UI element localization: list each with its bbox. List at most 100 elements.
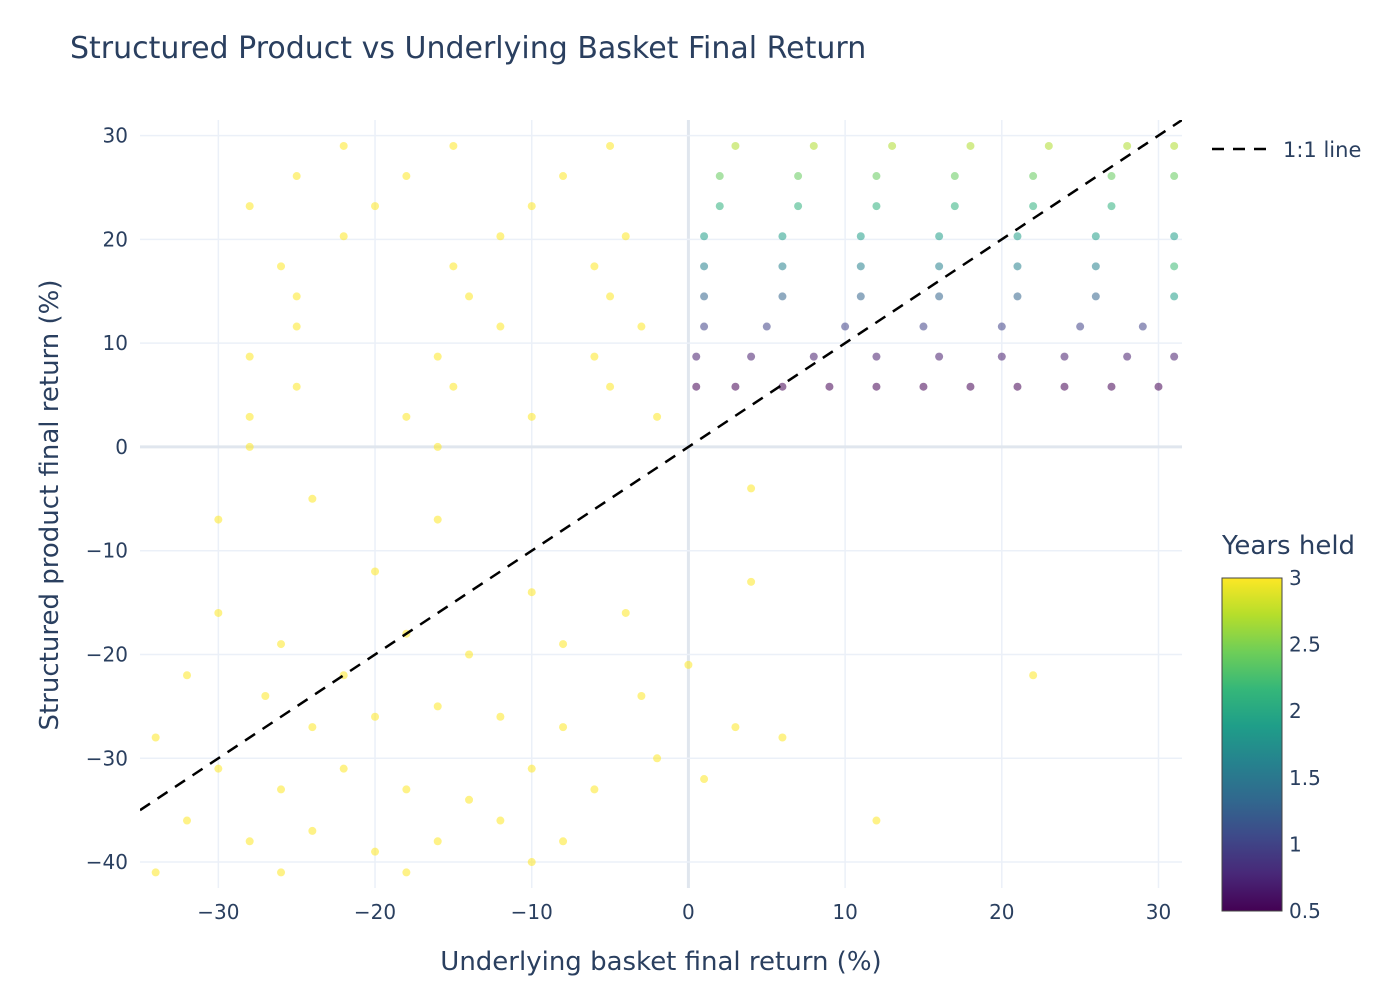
scatter-point [919, 322, 928, 331]
scatter-point [214, 112, 222, 120]
scatter-point [433, 442, 442, 451]
y-tick-label: 20 [103, 227, 128, 251]
scatter-point [449, 382, 458, 391]
scatter-point [825, 382, 834, 391]
legend[interactable]: 1:1 line [1212, 138, 1361, 162]
scatter-point [935, 262, 944, 271]
scatter-point [183, 671, 192, 680]
scatter-point [731, 723, 740, 732]
scatter-point [1123, 352, 1132, 361]
scatter-point [1029, 671, 1038, 680]
scatter-point [700, 232, 709, 241]
y-tick-label: −30 [86, 746, 128, 770]
scatter-point [1091, 232, 1100, 241]
scatter-point [1076, 322, 1085, 331]
scatter-point [1013, 232, 1022, 241]
scatter-point [151, 733, 160, 742]
scatter-point [292, 382, 301, 391]
y-axis-title: Structured product final return (%) [35, 279, 65, 730]
colorbar-tick-label: 2 [1289, 699, 1302, 723]
scatter-point [528, 112, 536, 120]
x-axis-title: Underlying basket final return (%) [440, 947, 881, 977]
scatter-point [559, 837, 568, 846]
scatter-point [872, 382, 881, 391]
scatter-point [1013, 292, 1022, 301]
x-tick-label: −30 [197, 900, 239, 924]
scatter-point [1107, 202, 1116, 211]
scatter-point [872, 202, 881, 211]
scatter-point [1170, 172, 1179, 181]
scatter-point [809, 352, 818, 361]
scatter-point [590, 785, 599, 794]
scatter-point [606, 292, 615, 301]
y-tick-label: 30 [103, 124, 128, 148]
scatter-point [1107, 172, 1116, 181]
scatter-point [214, 515, 223, 524]
scatter-point [637, 322, 646, 331]
scatter-point [621, 232, 630, 241]
scatter-point [747, 577, 756, 586]
y-axis-ticks: −40 −30 −20 −10 0 10 20 30 [86, 124, 128, 874]
scatter-point [700, 292, 709, 301]
x-tick-label: 0 [682, 900, 695, 924]
x-tick-label: 30 [1146, 900, 1171, 924]
y-tick-label: 10 [103, 331, 128, 355]
scatter-point [1154, 112, 1162, 120]
scatter-point [1091, 292, 1100, 301]
scatter-point [747, 352, 756, 361]
scatter-point [245, 202, 254, 211]
scatter-point [527, 202, 536, 211]
scatter-point [371, 202, 380, 211]
scatter-point [371, 112, 379, 120]
x-tick-label: −20 [354, 900, 396, 924]
scatter-point [700, 775, 709, 784]
scatter-point [997, 322, 1006, 331]
scatter-point [496, 232, 505, 241]
scatter-point [1170, 352, 1179, 361]
scatter-point [277, 868, 286, 877]
scatter-point [590, 352, 599, 361]
colorbar-tick-label: 1.5 [1289, 766, 1321, 790]
scatter-point [1170, 141, 1179, 150]
colorbar: Years held 0.5 1 1.5 2 2.5 3 [1221, 531, 1355, 923]
scatter-point [1107, 382, 1116, 391]
scatter-point [950, 202, 959, 211]
scatter-point [559, 723, 568, 732]
y-tick-label: −40 [86, 850, 128, 874]
scatter-point [1170, 262, 1179, 271]
scatter-point [496, 322, 505, 331]
x-tick-label: −10 [511, 900, 553, 924]
colorbar-ticks: 0.5 1 1.5 2 2.5 3 [1289, 566, 1321, 923]
scatter-point [935, 352, 944, 361]
scatter-point [872, 816, 881, 825]
scatter-point [998, 112, 1006, 120]
scatter-point [950, 172, 959, 181]
scatter-point [637, 692, 646, 700]
scatter-point [465, 795, 474, 804]
scatter-point [1138, 322, 1147, 331]
scatter-point [1060, 352, 1069, 361]
scatter-point [1123, 141, 1132, 150]
scatter-point [465, 292, 474, 301]
colorbar-tick-label: 3 [1289, 566, 1302, 590]
scatter-point [151, 868, 160, 877]
scatter-point [621, 608, 630, 617]
scatter-point [1060, 382, 1069, 391]
scatter-point [214, 764, 223, 773]
scatter-point [1044, 141, 1053, 150]
scatter-point [692, 352, 701, 361]
x-axis-ticks: −30 −20 −10 0 10 20 30 [197, 900, 1171, 924]
scatter-point [715, 172, 724, 181]
scatter-point [371, 567, 380, 576]
scatter-point [245, 352, 254, 361]
scatter-point [856, 292, 865, 301]
scatter-point [809, 141, 818, 150]
scatter-point [308, 494, 317, 503]
scatter-point [1170, 232, 1179, 241]
scatter-point [1091, 262, 1100, 271]
scatter-point [402, 172, 411, 181]
scatter-point [527, 588, 536, 597]
scatter-point [527, 412, 536, 421]
scatter-point [245, 412, 254, 421]
